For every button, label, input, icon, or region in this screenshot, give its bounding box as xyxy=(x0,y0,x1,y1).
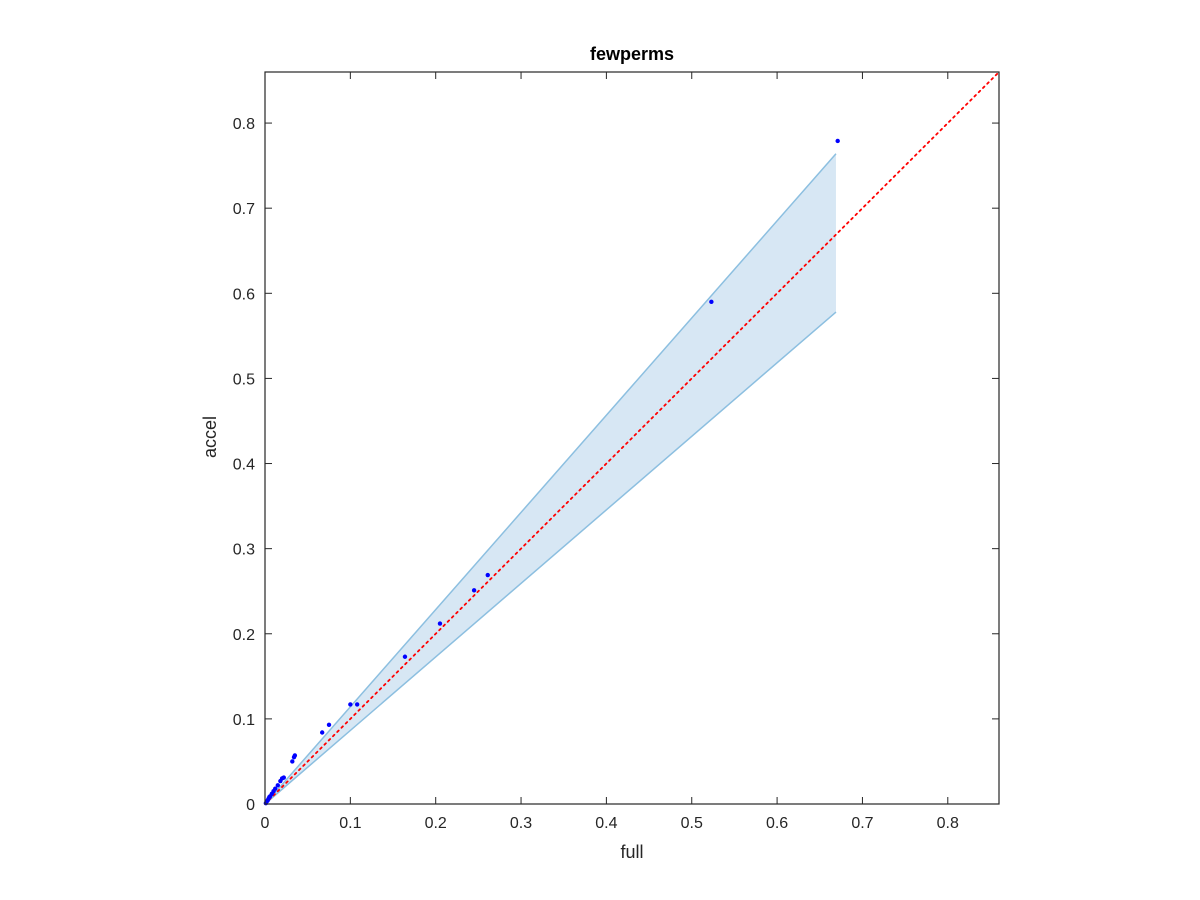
x-tick-label: 0.2 xyxy=(425,815,447,832)
data-point xyxy=(835,138,840,144)
y-tick-label: 0 xyxy=(246,797,255,814)
data-point xyxy=(275,783,281,788)
data-point xyxy=(326,722,332,728)
data-point xyxy=(290,759,295,764)
data-point xyxy=(402,654,408,659)
band-upper-edge xyxy=(264,153,837,805)
y-tick-label: 0.6 xyxy=(233,286,255,303)
x-tick-label: 0.8 xyxy=(937,815,959,832)
data-point xyxy=(292,753,298,758)
band-lower-edge xyxy=(264,311,837,805)
axes-box xyxy=(264,71,1000,805)
x-tick-label: 0.1 xyxy=(339,815,361,832)
y-axis-ticks: 0 0.1 0.2 0.3 0.4 0.5 0.6 0.7 0.8 xyxy=(233,116,999,814)
data-point xyxy=(348,702,353,707)
confidence-band-layer xyxy=(264,153,837,805)
x-axis-ticks: 0 0.1 0.2 0.3 0.4 0.5 0.6 0.7 0.8 xyxy=(261,72,959,832)
reference-line-layer xyxy=(264,71,1000,805)
y-tick-label: 0.4 xyxy=(233,457,255,474)
y-tick-label: 0.7 xyxy=(233,201,255,218)
y-tick-label: 0.8 xyxy=(233,116,255,133)
reference-diagonal-line xyxy=(264,71,1000,805)
x-tick-label: 0.6 xyxy=(766,815,788,832)
x-tick-label: 0.7 xyxy=(851,815,873,832)
x-axis-label: full xyxy=(620,842,643,862)
x-tick-label: 0 xyxy=(261,815,270,832)
y-tick-label: 0.1 xyxy=(233,712,255,729)
x-tick-label: 0.5 xyxy=(681,815,703,832)
y-tick-label: 0.3 xyxy=(233,542,255,559)
y-tick-label: 0.2 xyxy=(233,627,255,644)
data-point xyxy=(273,786,278,791)
x-tick-label: 0.4 xyxy=(595,815,617,832)
data-point xyxy=(281,775,286,780)
data-point xyxy=(485,572,490,578)
chart-title: fewperms xyxy=(590,44,674,64)
data-point xyxy=(471,588,477,593)
data-point xyxy=(437,621,443,626)
x-tick-label: 0.3 xyxy=(510,815,532,832)
y-axis-label: accel xyxy=(200,416,220,458)
data-point xyxy=(709,299,714,305)
y-tick-label: 0.5 xyxy=(233,371,255,388)
data-point xyxy=(354,702,360,707)
data-point xyxy=(319,730,325,735)
